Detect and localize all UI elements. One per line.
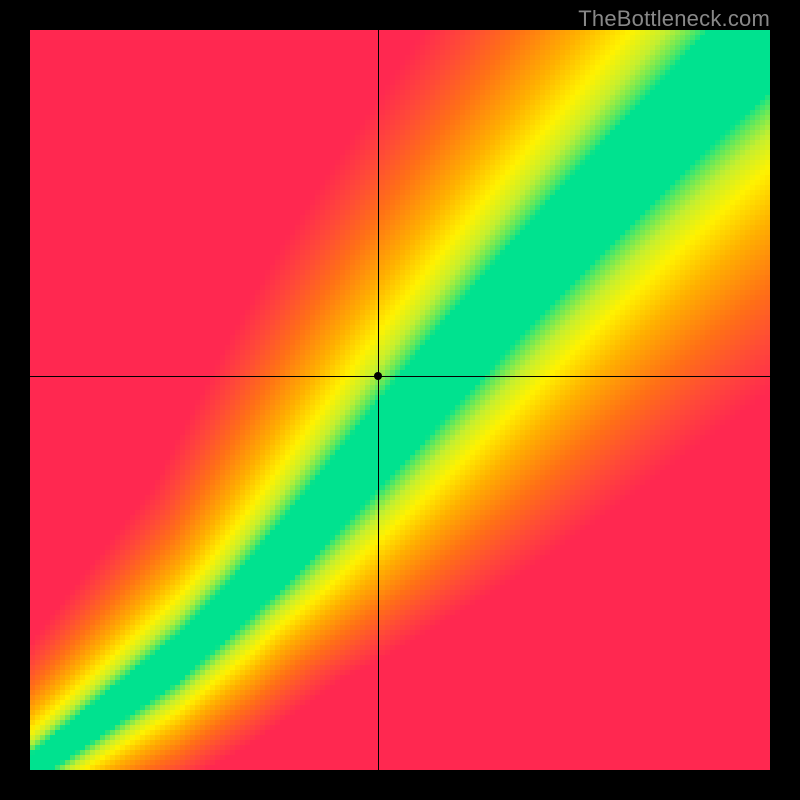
crosshair-vertical: [378, 30, 379, 770]
bottleneck-heatmap: [30, 30, 770, 770]
chart-container: TheBottleneck.com: [0, 0, 800, 800]
plot-area: [30, 30, 770, 770]
crosshair-horizontal: [30, 376, 770, 377]
watermark-label: TheBottleneck.com: [578, 6, 770, 32]
selection-marker: [374, 372, 382, 380]
